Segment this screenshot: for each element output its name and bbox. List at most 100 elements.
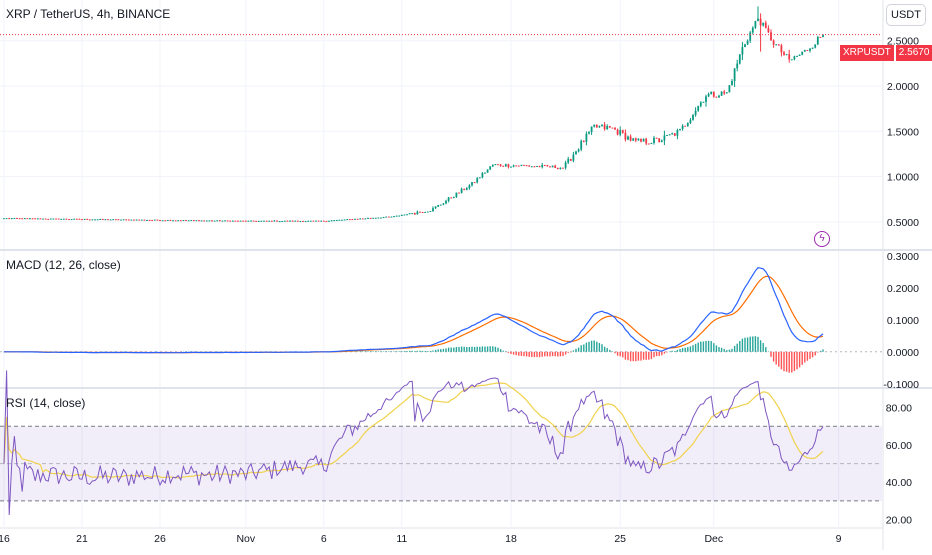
macd-histogram-bar bbox=[364, 351, 367, 352]
macd-histogram-bar bbox=[806, 351, 809, 361]
macd-histogram-bar bbox=[377, 351, 380, 352]
candle-body bbox=[608, 126, 611, 128]
symbol-title[interactable]: XRP / TetherUS, 4h, BINANCE bbox=[6, 7, 171, 21]
time-tick-label: 25 bbox=[614, 533, 626, 545]
candle-body bbox=[520, 164, 523, 167]
rsi-indicator-title[interactable]: RSI (14, close) bbox=[6, 396, 86, 410]
candle-body bbox=[385, 216, 388, 218]
candle-body bbox=[205, 220, 208, 222]
macd-histogram-bar bbox=[601, 344, 603, 352]
candle-body bbox=[325, 221, 328, 223]
candle-body bbox=[606, 126, 609, 130]
candle-body bbox=[458, 192, 460, 194]
candle-body bbox=[549, 166, 551, 168]
macd-histogram-bar bbox=[445, 348, 447, 352]
candle-body bbox=[746, 40, 749, 45]
macd-histogram-bar bbox=[440, 349, 442, 352]
candle-body bbox=[432, 208, 434, 212]
currency-button[interactable]: USDT bbox=[886, 4, 926, 26]
macd-histogram-bar bbox=[666, 351, 668, 353]
macd-histogram-bar bbox=[450, 347, 452, 352]
macd-histogram-bar bbox=[603, 346, 606, 352]
macd-histogram-bar bbox=[585, 342, 588, 352]
candle-body bbox=[660, 140, 663, 143]
time-tick-label: 26 bbox=[154, 533, 166, 545]
candle-body bbox=[447, 197, 450, 201]
candle-body bbox=[510, 166, 512, 168]
lightning-icon[interactable]: ϟ bbox=[814, 231, 830, 247]
macd-histogram-bar bbox=[369, 351, 372, 352]
candle-body bbox=[822, 34, 824, 38]
candle-body bbox=[725, 92, 728, 94]
candle-body bbox=[460, 188, 463, 193]
candle-body bbox=[546, 165, 549, 167]
candle-body bbox=[785, 54, 788, 56]
macd-histogram-bar bbox=[642, 351, 645, 360]
macd-histogram-bar bbox=[427, 351, 429, 352]
candle-body bbox=[151, 219, 154, 221]
candle-body bbox=[75, 218, 78, 220]
macd-histogram-bar bbox=[684, 347, 686, 352]
price-tick-label: 0.5000 bbox=[887, 217, 919, 229]
candle-body bbox=[185, 220, 187, 222]
macd-histogram-bar bbox=[531, 351, 533, 358]
macd-histogram-bar bbox=[746, 337, 749, 352]
candle-body bbox=[10, 218, 13, 220]
candle-body bbox=[159, 220, 161, 222]
candle-body bbox=[463, 188, 466, 190]
candle-body bbox=[575, 151, 577, 155]
macd-histogram-bar bbox=[616, 351, 619, 356]
macd-histogram-bar bbox=[390, 351, 393, 352]
candle-body bbox=[52, 218, 55, 220]
macd-histogram-bar bbox=[398, 351, 400, 352]
candle-body bbox=[382, 217, 385, 219]
candle-body bbox=[419, 211, 421, 213]
candle-body bbox=[764, 22, 767, 29]
candle-body bbox=[403, 214, 406, 216]
candle-body bbox=[39, 218, 42, 220]
candle-body bbox=[445, 200, 447, 204]
macd-histogram-bar bbox=[453, 347, 455, 352]
macd-indicator-title[interactable]: MACD (12, 26, close) bbox=[6, 258, 121, 272]
candle-body bbox=[452, 197, 455, 199]
macd-histogram-bar bbox=[702, 341, 705, 352]
candle-body bbox=[8, 218, 11, 220]
macd-histogram-bar bbox=[733, 345, 736, 352]
candle-body bbox=[647, 143, 650, 145]
macd-histogram-bar bbox=[817, 351, 819, 353]
candle-body bbox=[153, 219, 156, 221]
macd-histogram-bar bbox=[739, 341, 741, 352]
candle-body bbox=[486, 169, 489, 173]
candle-body bbox=[751, 27, 754, 33]
macd-tick-label: 0.0000 bbox=[887, 347, 919, 359]
macd-histogram-bar bbox=[380, 351, 382, 352]
macd-histogram-bar bbox=[382, 351, 385, 352]
candle-body bbox=[73, 218, 76, 220]
macd-histogram-bar bbox=[546, 351, 549, 357]
macd-histogram-bar bbox=[466, 347, 468, 352]
candle-body bbox=[29, 218, 31, 220]
candle-body bbox=[302, 220, 304, 222]
macd-histogram-bar bbox=[731, 348, 733, 352]
candle-body bbox=[224, 220, 226, 222]
macd-histogram-bar bbox=[752, 336, 754, 352]
candle-body bbox=[642, 138, 645, 142]
candle-body bbox=[738, 54, 741, 64]
candle-body bbox=[629, 136, 632, 141]
candle-body bbox=[179, 220, 182, 222]
candle-body bbox=[816, 36, 819, 45]
candle-body bbox=[588, 131, 590, 134]
macd-histogram-bar bbox=[486, 346, 489, 352]
candle-body bbox=[328, 220, 330, 222]
candle-body bbox=[718, 95, 720, 98]
candle-body bbox=[239, 220, 242, 222]
candle-body bbox=[611, 127, 614, 129]
candle-body bbox=[78, 218, 81, 220]
macd-histogram-bar bbox=[791, 351, 793, 373]
candle-body bbox=[47, 218, 50, 220]
macd-histogram-bar bbox=[408, 350, 411, 352]
candle-body bbox=[720, 91, 723, 96]
macd-histogram-bar bbox=[484, 346, 486, 352]
macd-histogram-bar bbox=[502, 350, 504, 352]
